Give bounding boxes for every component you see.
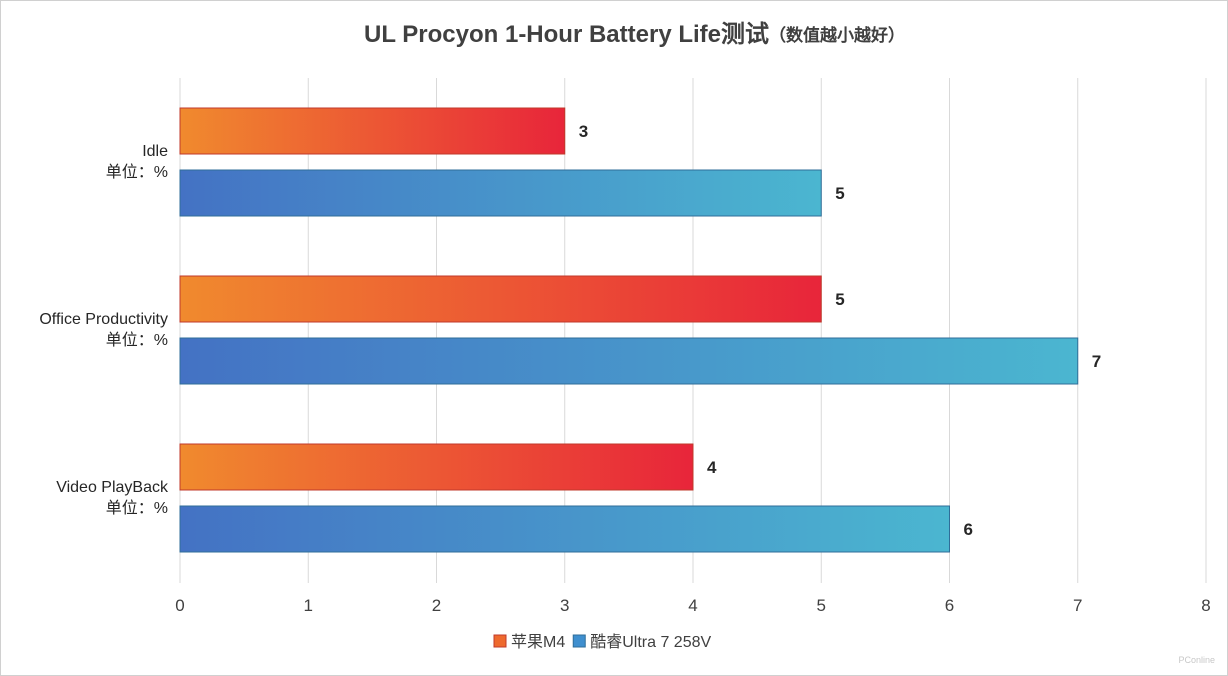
x-tick-label-6: 6 bbox=[945, 596, 954, 615]
data-labels: 3 5 5 7 4 6 bbox=[579, 122, 1101, 539]
data-label-1-0: 5 bbox=[835, 184, 844, 203]
x-tick-label-5: 5 bbox=[817, 596, 826, 615]
x-tick-label-8: 8 bbox=[1201, 596, 1210, 615]
category-label-1: Office Productivity bbox=[39, 311, 168, 328]
x-tick-label-4: 4 bbox=[688, 596, 697, 615]
x-tick-label-2: 2 bbox=[432, 596, 441, 615]
legend-label-1: 酷睿Ultra 7 258V bbox=[590, 633, 711, 651]
data-label-1-2: 6 bbox=[964, 520, 973, 539]
bar-1-1 bbox=[179, 337, 1079, 385]
chart-title: UL Procyon 1-Hour Battery Life测试 bbox=[364, 21, 769, 48]
x-tick-label-0: 0 bbox=[175, 596, 184, 615]
legend: 苹果M4 酷睿Ultra 7 258V bbox=[493, 633, 712, 651]
category-unit-1: 单位：% bbox=[106, 331, 168, 349]
bar-1-0 bbox=[179, 169, 822, 217]
data-label-0-0: 3 bbox=[579, 122, 588, 141]
bar-0-0 bbox=[179, 107, 566, 155]
category-label-2: Video PlayBack bbox=[56, 479, 169, 496]
data-label-0-1: 5 bbox=[835, 290, 844, 309]
category-unit-0: 单位：% bbox=[106, 163, 168, 181]
data-label-1-1: 7 bbox=[1092, 352, 1101, 371]
legend-label-0: 苹果M4 bbox=[511, 633, 565, 651]
legend-swatch-1 bbox=[572, 634, 586, 648]
bars bbox=[179, 107, 1079, 553]
chart-subtitle: （数值越小越好） bbox=[769, 25, 905, 45]
x-axis: 0 1 2 3 4 5 6 7 8 bbox=[175, 596, 1210, 615]
category-labels: Idle 单位：% Office Productivity 单位：% Video Pla… bbox=[39, 143, 169, 517]
category-unit-2: 单位：% bbox=[106, 499, 168, 517]
x-tick-label-7: 7 bbox=[1073, 596, 1082, 615]
bar-0-1 bbox=[179, 275, 822, 323]
data-label-0-2: 4 bbox=[707, 458, 717, 477]
x-tick-label-1: 1 bbox=[304, 596, 313, 615]
x-tick-label-3: 3 bbox=[560, 596, 569, 615]
gridlines bbox=[179, 78, 1207, 583]
legend-swatch-0 bbox=[493, 634, 507, 648]
bar-1-2 bbox=[179, 505, 950, 553]
bar-0-2 bbox=[179, 443, 694, 491]
category-label-0: Idle bbox=[142, 143, 168, 160]
watermark: PConline bbox=[1178, 655, 1215, 665]
